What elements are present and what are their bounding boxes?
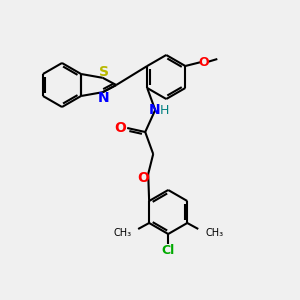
- Text: N: N: [98, 91, 109, 105]
- Text: CH₃: CH₃: [113, 228, 131, 238]
- Text: Cl: Cl: [162, 244, 175, 257]
- Text: S: S: [99, 65, 109, 79]
- Text: H: H: [160, 103, 169, 116]
- Text: O: O: [137, 171, 149, 185]
- Text: O: O: [114, 121, 126, 135]
- Text: O: O: [198, 56, 208, 68]
- Text: N: N: [148, 103, 160, 117]
- Text: CH₃: CH₃: [205, 228, 224, 238]
